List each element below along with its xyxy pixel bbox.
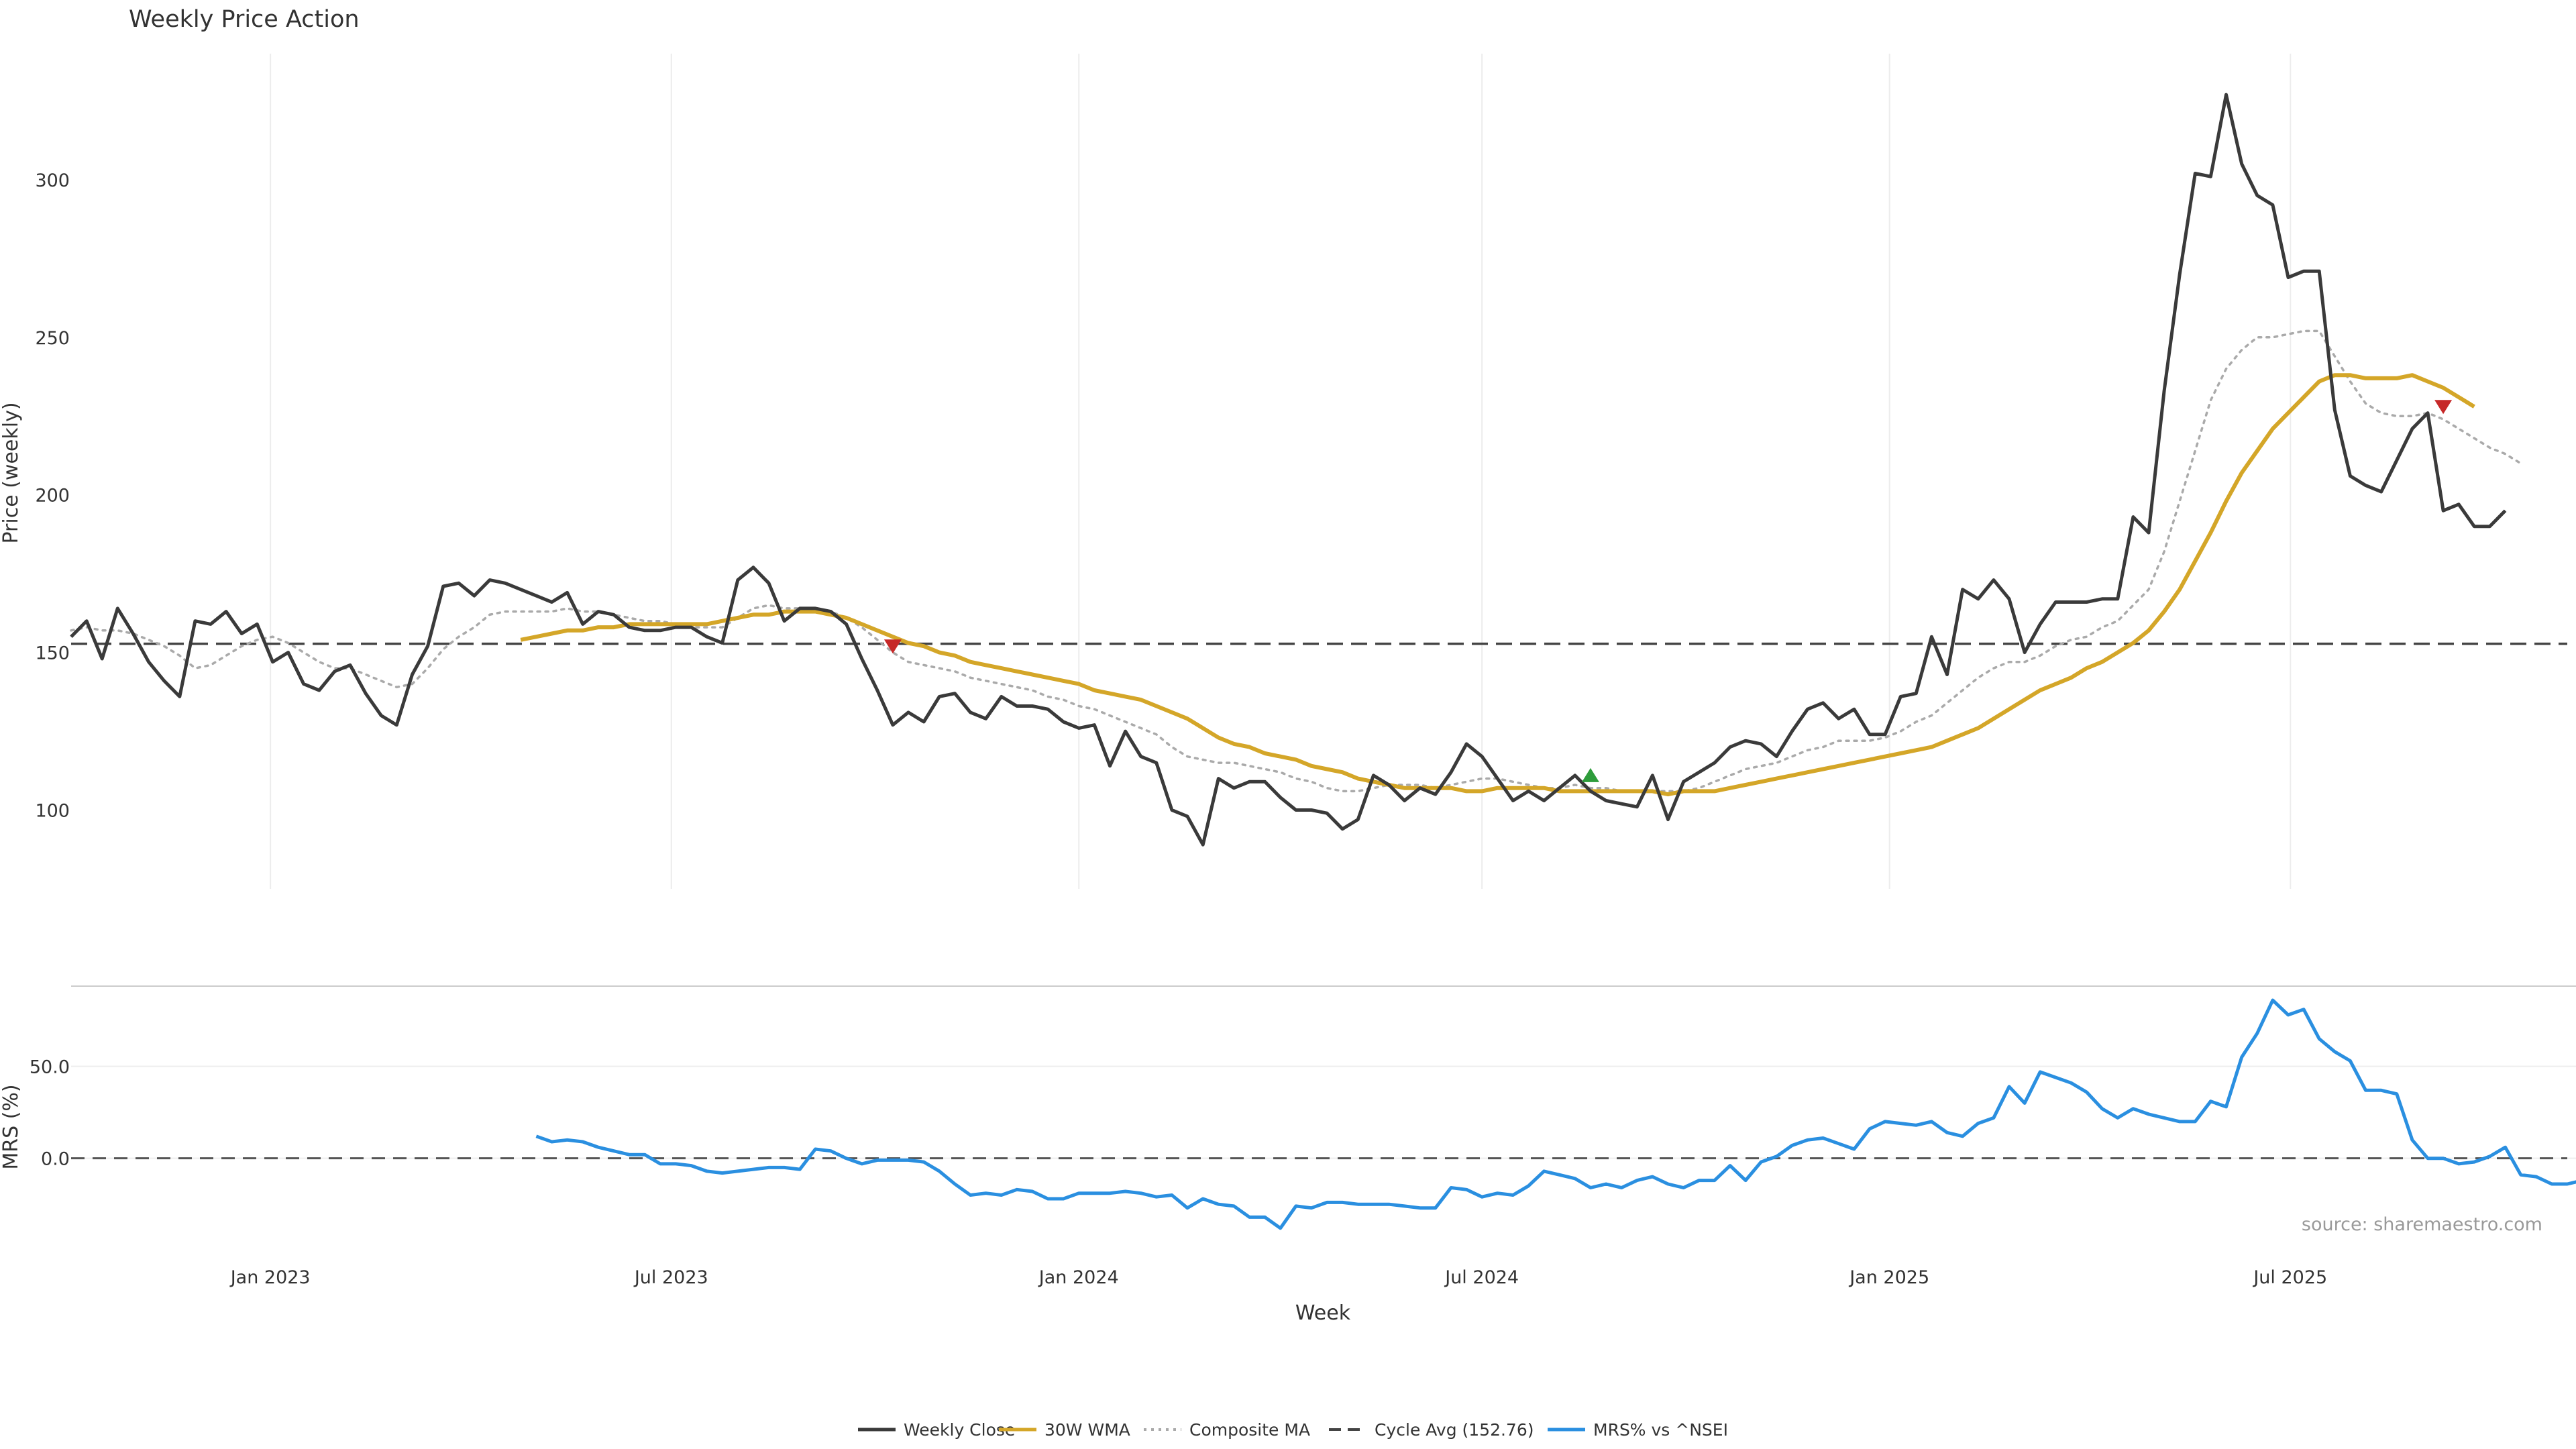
buy-signal-marker bbox=[1581, 767, 1599, 782]
mrs-y-tick-label: 0.0 bbox=[41, 1149, 70, 1170]
composite-ma-line bbox=[70, 329, 2522, 793]
x-tick-label: Jan 2023 bbox=[229, 1267, 311, 1288]
price-y-tick-label: 200 bbox=[35, 486, 70, 506]
mrs-line bbox=[535, 998, 2576, 1230]
price-y-tick-label: 100 bbox=[35, 801, 70, 822]
x-tick-label: Jul 2023 bbox=[633, 1267, 708, 1288]
mrs-panel: 0.0 50.0 MRS (%) source: sharemaestro.com bbox=[0, 998, 2576, 1235]
weekly-close-line bbox=[70, 93, 2507, 847]
legend-label: Composite MA bbox=[1189, 1420, 1310, 1440]
price-y-tick-label: 250 bbox=[35, 328, 70, 349]
x-tick-label: Jan 2024 bbox=[1038, 1267, 1119, 1288]
price-y-tick-label: 150 bbox=[35, 643, 70, 664]
legend-label: 30W WMA bbox=[1044, 1420, 1130, 1440]
mrs-y-tick-label: 50.0 bbox=[30, 1057, 70, 1078]
mrs-y-ticks: 0.0 50.0 bbox=[30, 1057, 70, 1170]
sell-signal-marker bbox=[883, 639, 902, 654]
legend: Weekly Close 30W WMA Composite MA Cycle Avg… bbox=[858, 1420, 1728, 1440]
x-tick-label: Jul 2025 bbox=[2252, 1267, 2327, 1288]
signal-markers bbox=[883, 400, 2453, 782]
x-tick-label: Jan 2025 bbox=[1848, 1267, 1929, 1288]
chart-title: Weekly Price Action bbox=[129, 6, 360, 33]
x-axis-ticks: Jan 2023 Jul 2023 Jan 2024 Jul 2024 Jan 2025… bbox=[229, 1267, 2328, 1288]
wma-30w-line bbox=[520, 373, 2475, 797]
price-panel: 100 150 200 250 300 Price (weekly) bbox=[0, 54, 2567, 889]
price-y-axis-label: Price (weekly) bbox=[0, 402, 23, 543]
x-tick-label: Jul 2024 bbox=[1444, 1267, 1519, 1288]
legend-label: Weekly Close bbox=[904, 1420, 1015, 1440]
x-axis-label: Week bbox=[1295, 1301, 1351, 1325]
price-y-tick-label: 300 bbox=[35, 170, 70, 191]
mrs-y-axis-label: MRS (%) bbox=[0, 1084, 23, 1169]
source-note: source: sharemaestro.com bbox=[2302, 1214, 2542, 1235]
legend-label: MRS% vs ^NSEI bbox=[1593, 1420, 1728, 1440]
price-grid bbox=[270, 54, 2292, 889]
sell-signal-marker bbox=[2434, 400, 2453, 415]
legend-label: Cycle Avg (152.76) bbox=[1375, 1420, 1534, 1440]
price-y-ticks: 100 150 200 250 300 bbox=[35, 170, 70, 822]
